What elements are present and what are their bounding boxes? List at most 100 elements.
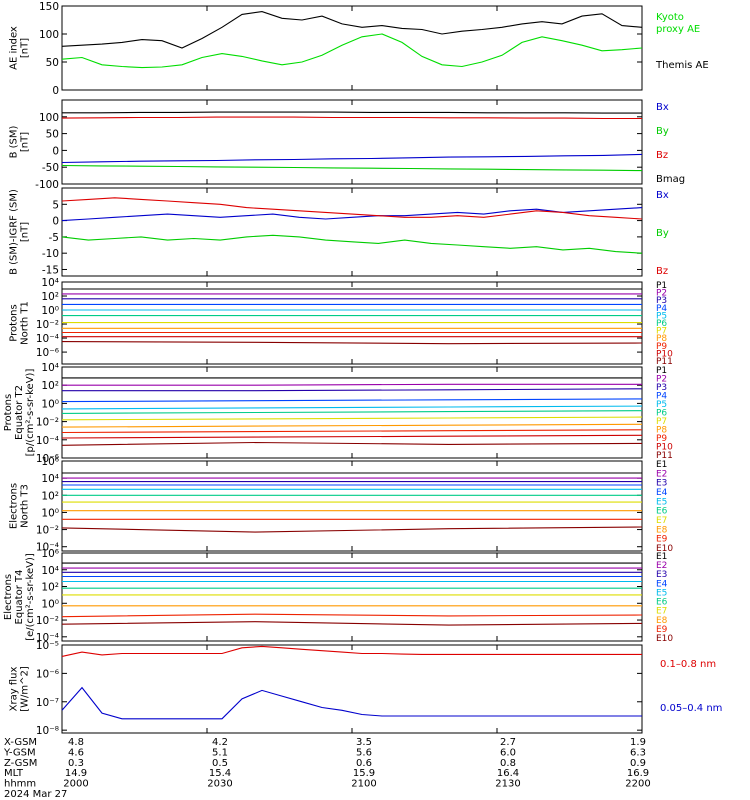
ephemeris-value: 15.4 bbox=[209, 768, 231, 779]
y-tick-label: 100 bbox=[39, 112, 59, 124]
ephemeris-label: Z-GSM bbox=[4, 758, 37, 769]
series-line bbox=[62, 388, 643, 392]
y-axis-label: B (SM) bbox=[9, 125, 20, 158]
series-line bbox=[61, 416, 643, 421]
series-line bbox=[61, 164, 643, 172]
series-line bbox=[61, 207, 643, 222]
y-tick-label: 10⁴ bbox=[41, 565, 59, 577]
legend-entry: Bx bbox=[656, 190, 669, 201]
ephemeris-value: 4.2 bbox=[212, 737, 228, 748]
legend-entry: E4 bbox=[656, 579, 668, 589]
y-tick-label: 10⁴ bbox=[41, 362, 59, 374]
legend-entry: E7 bbox=[656, 607, 667, 617]
legend-entry: E10 bbox=[656, 634, 673, 644]
panel-frame bbox=[61, 552, 643, 642]
ephemeris-value: 0.6 bbox=[356, 758, 372, 769]
panel-frame bbox=[61, 644, 643, 734]
ephemeris-value: 6.0 bbox=[500, 747, 516, 758]
ephemeris-value: 15.9 bbox=[353, 768, 375, 779]
y-tick-label: 10⁰ bbox=[41, 598, 59, 610]
y-tick-label: 10⁴ bbox=[41, 473, 59, 485]
y-axis-label: [nT] bbox=[20, 222, 31, 242]
ephemeris-value: 14.9 bbox=[65, 768, 87, 779]
legend-entry: Bmag bbox=[656, 174, 685, 185]
legend-entry: P2 bbox=[656, 289, 667, 299]
panel-3: -15 -10 -5 0 5 B (SM)-IGRF (SM) [nT] Bx By Bz bbox=[9, 187, 669, 277]
legend-entry: By bbox=[656, 126, 669, 137]
y-tick-label: -100 bbox=[35, 179, 59, 191]
series-line bbox=[61, 33, 643, 69]
y-axis-label: AE index bbox=[9, 26, 20, 70]
legend-entry: P7 bbox=[656, 327, 667, 337]
ephemeris-value: 2130 bbox=[495, 779, 520, 790]
legend-entry: P1 bbox=[656, 281, 667, 291]
series-line bbox=[61, 234, 643, 254]
series-line bbox=[61, 116, 642, 120]
series-line bbox=[61, 341, 643, 345]
legend-entry: Kyoto bbox=[656, 12, 684, 23]
legend-entry: E6 bbox=[656, 598, 668, 608]
y-tick-label: 10⁻² bbox=[36, 417, 59, 429]
y-tick-label: 10⁰ bbox=[41, 507, 59, 519]
series-line bbox=[61, 526, 643, 533]
series-line bbox=[61, 405, 643, 410]
legend-entry: Bz bbox=[656, 150, 668, 161]
legend-entry: E2 bbox=[656, 469, 667, 479]
y-axis-label: Xray flux bbox=[9, 667, 20, 712]
legend-entry: P9 bbox=[656, 434, 667, 444]
legend-entry: P10 bbox=[656, 443, 673, 453]
legend-entry: P10 bbox=[656, 349, 673, 359]
ephemeris-value: 3.5 bbox=[356, 737, 372, 748]
y-tick-label: -10 bbox=[42, 248, 59, 260]
y-tick-label: 50 bbox=[46, 129, 59, 141]
y-tick-label: 10² bbox=[41, 380, 59, 392]
panel-2: -100 -50 0 50 100 B (SM) [nT] Bx By Bz Bmag bbox=[9, 99, 685, 191]
y-tick-label: 10⁻⁶ bbox=[36, 347, 59, 359]
ephemeris-value: 16.4 bbox=[497, 768, 519, 779]
y-axis-label: Protons bbox=[3, 394, 14, 431]
y-tick-label: 10⁻⁶ bbox=[36, 453, 59, 465]
y-axis-label: Electrons bbox=[9, 483, 20, 529]
y-tick-label: -5 bbox=[49, 232, 59, 244]
legend-entry: P11 bbox=[656, 451, 673, 461]
y-tick-label: -15 bbox=[42, 264, 59, 276]
panel-5: 10⁴ 10² 10⁰ 10⁻² 10⁻⁴ 10⁻⁶ Protons Equator T2 [p… bbox=[3, 362, 673, 465]
legend-entry: 0.05–0.4 nm bbox=[660, 703, 722, 714]
y-tick-label: 5 bbox=[52, 199, 59, 211]
panel-frame bbox=[61, 187, 643, 277]
legend-entry: P5 bbox=[656, 400, 667, 410]
legend-entry: Themis AE bbox=[655, 60, 709, 71]
legend-entry: P8 bbox=[656, 334, 667, 344]
legend-entry: E1 bbox=[656, 460, 667, 470]
y-axis-label: North T3 bbox=[20, 484, 31, 528]
legend-entry: E8 bbox=[656, 616, 668, 626]
legend-entry: E10 bbox=[656, 544, 673, 554]
panel-7: 10⁶ 10⁴ 10² 10⁰ 10⁻² 10⁻⁴ Electrons Equator T4[… bbox=[3, 548, 673, 644]
y-tick-label: 50 bbox=[46, 57, 59, 69]
legend-entry: P3 bbox=[656, 296, 667, 306]
y-tick-label: 10⁻⁴ bbox=[36, 542, 59, 554]
y-axis-label: [p/(cm²-s-sr-keV)] bbox=[25, 369, 36, 457]
series-line bbox=[61, 197, 643, 220]
y-tick-label: 0 bbox=[52, 145, 59, 157]
legend-entry: E5 bbox=[656, 497, 667, 507]
series-line bbox=[61, 429, 643, 434]
legend-entry: E3 bbox=[656, 570, 667, 580]
y-tick-label: 10⁶ bbox=[41, 548, 59, 560]
legend-entry: E5 bbox=[656, 588, 667, 598]
y-tick-label: 10⁻² bbox=[36, 319, 59, 331]
panel-frame bbox=[61, 460, 643, 552]
legend-entry: E7 bbox=[656, 516, 667, 526]
legend-entry: P1 bbox=[656, 366, 667, 376]
series-line bbox=[61, 410, 643, 414]
y-tick-label: 10⁻⁴ bbox=[36, 435, 59, 447]
legend-entry: E8 bbox=[656, 525, 668, 535]
legend-entry: E2 bbox=[656, 561, 667, 571]
y-tick-label: 150 bbox=[39, 1, 59, 13]
y-tick-label: 10⁻⁶ bbox=[36, 668, 59, 680]
ephemeris-value: 2200 bbox=[625, 779, 650, 790]
ephemeris-value: 5.6 bbox=[356, 747, 372, 758]
